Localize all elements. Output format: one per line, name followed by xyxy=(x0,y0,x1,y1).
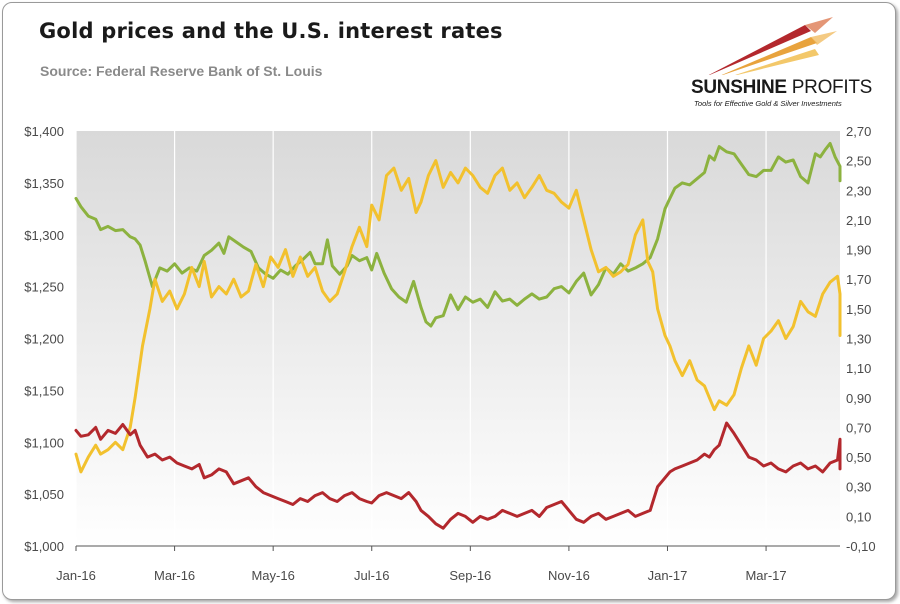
x-tick-label: Jan-16 xyxy=(56,568,96,583)
right-tick-label: 2,70 xyxy=(846,124,871,139)
sunshine-profits-logo: SUNSHINE PROFITS Tools for Effective Gol… xyxy=(665,15,885,115)
left-tick-label: $1,200 xyxy=(24,332,64,347)
right-axis: -0,10 0,10 0,30 0,50 0,70 0,90 1,10 1,30 1,50 1,7… xyxy=(846,124,876,554)
series-line-green xyxy=(74,141,842,328)
right-tick-label: 1,70 xyxy=(846,272,871,287)
plot-area xyxy=(76,131,840,546)
left-tick-label: $1,150 xyxy=(24,383,64,398)
right-tick-label: 0,30 xyxy=(846,480,871,495)
left-tick-label: $1,250 xyxy=(24,280,64,295)
series-line-yellow xyxy=(74,159,842,474)
logo-tagline: Tools for Effective Gold & Silver Invest… xyxy=(694,99,842,108)
x-tick-label: Mar-17 xyxy=(745,568,786,583)
logo-name: SUNSHINE PROFITS xyxy=(691,77,872,99)
left-tick-label: $1,050 xyxy=(24,487,64,502)
right-tick-label: 0,50 xyxy=(846,450,871,465)
x-axis: Jan-16 Mar-16 May-16 Jul-16 Sep-16 Nov-16 Jan-… xyxy=(56,546,787,583)
x-tick-label: Jan-17 xyxy=(648,568,688,583)
right-tick-label: 1,10 xyxy=(846,361,871,376)
right-tick-label: 0,10 xyxy=(846,509,871,524)
x-tick-label: Jul-16 xyxy=(354,568,389,583)
series-line-red xyxy=(74,421,842,530)
left-tick-label: $1,100 xyxy=(24,435,64,450)
logo-name-light: PROFITS xyxy=(786,77,873,98)
x-tick-label: May-16 xyxy=(251,568,294,583)
x-tick-label: Sep-16 xyxy=(449,568,491,583)
series-layer xyxy=(74,141,842,530)
left-tick-label: $1,000 xyxy=(24,539,64,554)
x-tick-label: Nov-16 xyxy=(548,568,590,583)
right-tick-label: 2,50 xyxy=(846,154,871,169)
left-tick-label: $1,350 xyxy=(24,176,64,191)
right-tick-label: 2,10 xyxy=(846,213,871,228)
right-tick-label: 0,90 xyxy=(846,391,871,406)
left-tick-label: $1,300 xyxy=(24,228,64,243)
chart-title: Gold prices and the U.S. interest rates xyxy=(39,19,503,43)
logo-name-bold: SUNSHINE xyxy=(691,77,787,98)
right-tick-label: 1,90 xyxy=(846,243,871,258)
chart-subtitle: Source: Federal Reserve Bank of St. Loui… xyxy=(40,63,323,79)
right-tick-label: 1,30 xyxy=(846,332,871,347)
x-tick-label: Mar-16 xyxy=(154,568,195,583)
left-axis: $1,000 $1,050 $1,100 $1,150 $1,200 $1,250 $1,3… xyxy=(24,124,64,554)
right-tick-label: -0,10 xyxy=(846,539,876,554)
right-tick-label: 2,30 xyxy=(846,183,871,198)
right-tick-label: 0,70 xyxy=(846,420,871,435)
left-tick-label: $1,400 xyxy=(24,124,64,139)
right-tick-label: 1,50 xyxy=(846,302,871,317)
logo-rays-icon xyxy=(705,17,837,77)
